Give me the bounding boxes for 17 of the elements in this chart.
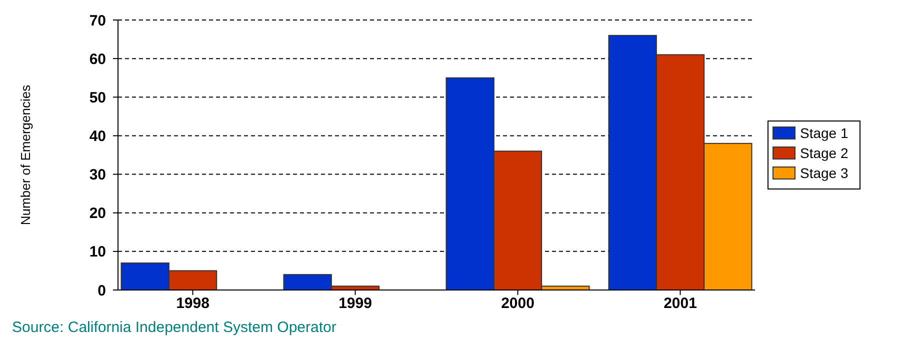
- y-tick-label: 10: [89, 244, 106, 261]
- legend-label: Stage 2: [800, 144, 848, 161]
- x-tick-label: 2000: [501, 295, 534, 312]
- x-tick-label: 1998: [176, 295, 210, 312]
- legend-label: Stage 3: [800, 164, 848, 181]
- y-tick-label: 50: [89, 89, 106, 106]
- y-tick-label: 20: [89, 205, 106, 222]
- source-note: Source: California Independent System Operator: [12, 319, 336, 336]
- x-tick-label: 2001: [664, 295, 697, 312]
- x-tick-label: 1999: [338, 295, 372, 312]
- y-axis-title: Number of Emergencies: [18, 84, 33, 226]
- y-tick-label: 70: [89, 12, 106, 30]
- y-tick-label: 40: [89, 128, 106, 145]
- y-tick-label: 60: [89, 50, 106, 68]
- y-tick-label: 30: [89, 166, 106, 184]
- legend-label: Stage 1: [800, 124, 848, 141]
- y-tick-label: 0: [98, 282, 106, 300]
